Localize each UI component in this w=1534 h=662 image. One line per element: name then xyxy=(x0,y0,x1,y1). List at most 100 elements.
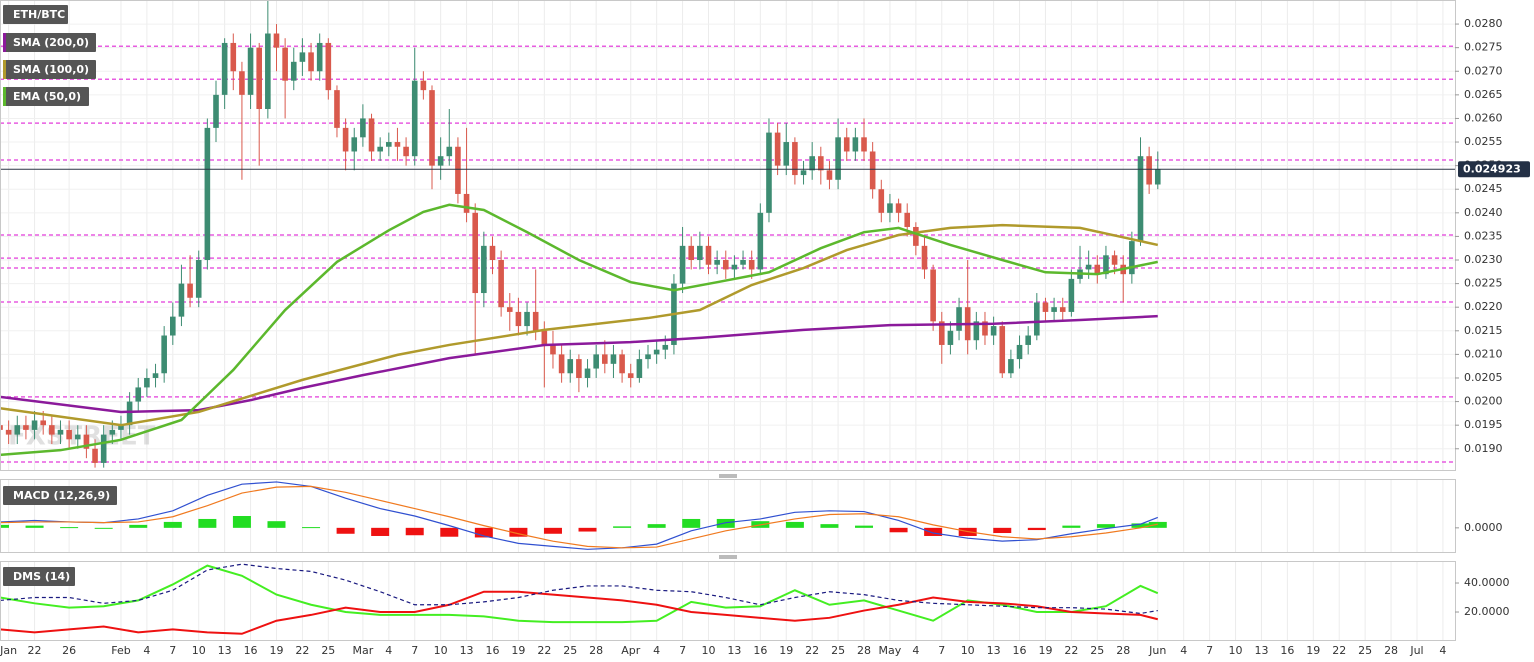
x-tick-label: 25 xyxy=(1358,644,1372,657)
x-tick-label: Feb xyxy=(111,644,130,657)
candle-body xyxy=(325,42,332,91)
candle-body xyxy=(869,151,876,190)
candle-body xyxy=(1008,359,1014,374)
histogram-bar xyxy=(302,527,321,529)
candle-body xyxy=(170,316,176,336)
x-tick-label: 16 xyxy=(753,644,767,657)
x-tick-label: 4 xyxy=(912,644,919,657)
candle-body xyxy=(1146,156,1152,185)
candle-body xyxy=(947,330,954,345)
candle-body xyxy=(187,283,193,298)
x-tick-label: 19 xyxy=(511,644,525,657)
x-tick-label: 10 xyxy=(1229,644,1243,657)
x-tick-label: 13 xyxy=(1254,644,1268,657)
candle-body xyxy=(887,203,893,213)
histogram-bar xyxy=(889,527,908,533)
macd-line xyxy=(0,481,1158,550)
legend-box xyxy=(3,567,75,586)
x-tick-label: 4 xyxy=(1180,644,1187,657)
x-tick-label: 28 xyxy=(1384,644,1398,657)
x-tick-label: 16 xyxy=(1280,644,1294,657)
candle-body xyxy=(627,373,634,378)
candle-body xyxy=(351,137,358,152)
candle-body xyxy=(602,354,608,364)
x-tick-label: 25 xyxy=(563,644,577,657)
x-tick-label: 28 xyxy=(589,644,603,657)
candle-body xyxy=(878,189,885,213)
histogram-bar xyxy=(267,521,286,528)
candle-body xyxy=(541,330,548,345)
candle-body xyxy=(0,425,3,430)
x-tick-label: 22 xyxy=(805,644,819,657)
candle-body xyxy=(498,260,504,308)
candle-body xyxy=(1154,169,1161,185)
y-tick-label: 0.0000 xyxy=(1464,521,1503,534)
candle-body xyxy=(386,142,392,147)
histogram-bar xyxy=(474,527,493,538)
legend-label: SMA (100,0) xyxy=(13,63,89,76)
candle-body xyxy=(973,321,980,341)
last-price-label: 0.024923 xyxy=(1463,162,1521,175)
candle-body xyxy=(1103,255,1109,275)
y-tick-label: 0.0255 xyxy=(1464,135,1503,148)
candle-body xyxy=(524,311,530,327)
candle-body xyxy=(861,137,867,152)
candle-body xyxy=(1129,241,1135,275)
candle-body xyxy=(446,146,453,157)
candle-body xyxy=(818,156,824,171)
candle-body xyxy=(109,429,116,435)
legend-box xyxy=(3,33,96,52)
histogram-bar xyxy=(543,527,562,534)
candle-body xyxy=(852,137,859,152)
candle-body xyxy=(515,311,522,327)
y-tick-label: 0.0210 xyxy=(1464,347,1503,360)
histogram-bar xyxy=(1062,525,1081,528)
candle-body xyxy=(429,90,435,166)
candle-body xyxy=(1094,264,1101,275)
y-tick-label: 0.0235 xyxy=(1464,229,1503,242)
candle-body xyxy=(204,127,211,261)
x-tick-label: Apr xyxy=(621,644,641,657)
y-tick-label: 40.0000 xyxy=(1464,576,1510,589)
x-tick-label: 10 xyxy=(961,644,975,657)
histogram-bar xyxy=(578,527,597,532)
x-tick-label: 7 xyxy=(938,644,945,657)
x-tick-label: 19 xyxy=(1038,644,1052,657)
candle-body xyxy=(221,42,228,95)
candle-body xyxy=(342,127,349,152)
candle-body xyxy=(247,47,254,95)
histogram-bar xyxy=(716,518,735,528)
overlay: Jan 22 26 Feb 4 7 10 13 16 19 22 25 Mar 4 7 10 13 16 19 22 2… xyxy=(0,5,1530,657)
histogram-bar xyxy=(198,518,217,528)
y-tick-label: 20.0000 xyxy=(1464,605,1510,618)
histogram-bar xyxy=(94,527,113,529)
x-tick-label: 19 xyxy=(269,644,283,657)
x-tick-label: 22 xyxy=(295,644,309,657)
candle-body xyxy=(118,425,124,430)
candle-body xyxy=(316,42,323,72)
moving-average xyxy=(0,203,1159,457)
legend-box xyxy=(3,5,68,24)
candle-body xyxy=(195,260,202,298)
candle-body xyxy=(550,344,556,355)
candle-body xyxy=(904,212,911,227)
histogram-bar xyxy=(647,524,666,528)
candle-body xyxy=(921,245,928,270)
candle-body xyxy=(783,142,790,166)
candle-body xyxy=(938,321,945,345)
x-tick-label: 19 xyxy=(779,644,793,657)
splitter-grip[interactable] xyxy=(719,474,737,559)
y-tick-label: 0.0270 xyxy=(1464,64,1503,77)
x-tick-label: 22 xyxy=(28,644,42,657)
x-tick-label: 13 xyxy=(218,644,232,657)
candle-body xyxy=(265,33,271,110)
candle-body xyxy=(256,47,263,110)
candle-body xyxy=(481,245,487,294)
y-tick-label: 0.0260 xyxy=(1464,111,1503,124)
candle-body xyxy=(748,260,755,270)
histogram-bar xyxy=(1027,527,1046,531)
legend-swatch xyxy=(3,60,6,79)
histogram-bar xyxy=(924,527,943,536)
dms-line xyxy=(0,590,1159,635)
macd-line xyxy=(0,485,1158,549)
